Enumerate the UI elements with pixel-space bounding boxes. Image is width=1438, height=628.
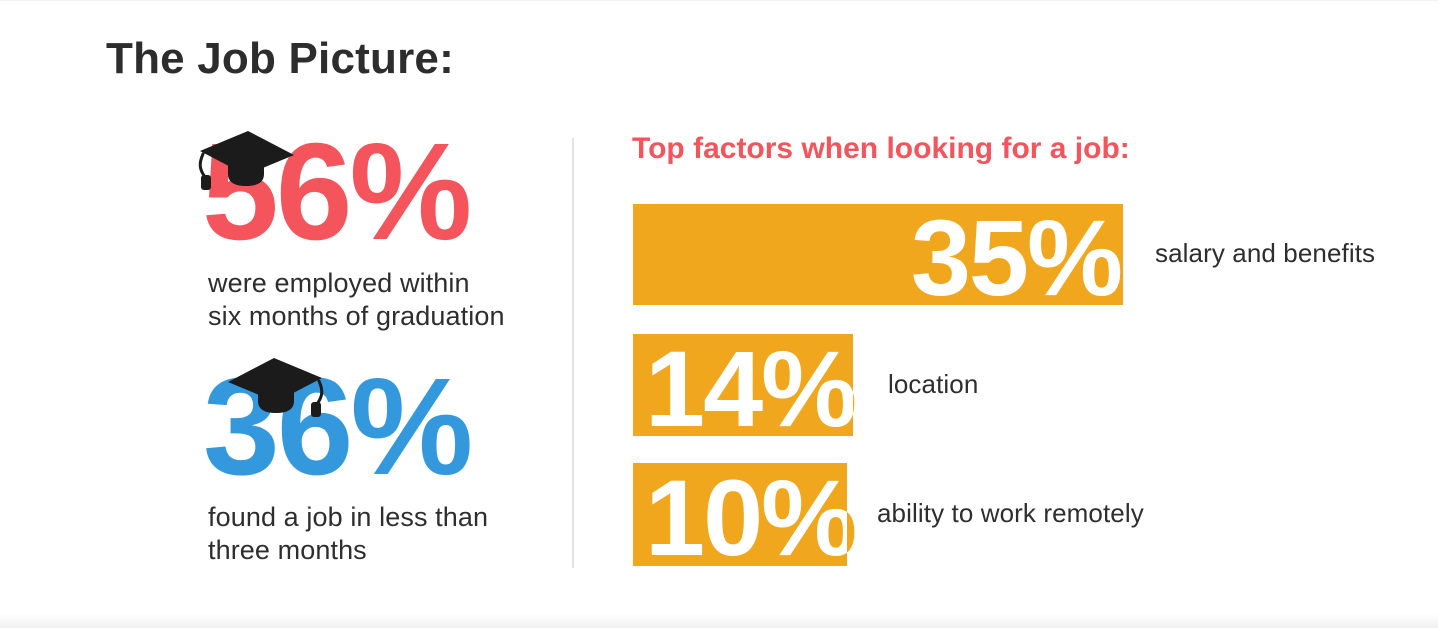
stat-caption-line: six months of graduation — [208, 301, 505, 332]
bar-fill — [633, 204, 1123, 305]
bar-fill — [633, 334, 853, 436]
bar-clip: 35% — [633, 204, 1123, 305]
bar-fill — [633, 463, 847, 566]
graduation-cap-icon — [228, 358, 324, 417]
bottom-band — [0, 613, 1438, 628]
page-title: The Job Picture: — [106, 34, 454, 83]
chart-title: Top factors when looking for a job: — [632, 132, 1130, 165]
bar-clip: 14% — [633, 334, 853, 437]
bar-value: 10% — [645, 463, 847, 567]
stat-caption-36: found a job in less than three months — [208, 501, 488, 568]
vertical-divider — [572, 138, 574, 568]
bar-category-label: ability to work remotely — [877, 498, 1144, 528]
bar-location: 14% 14% — [633, 334, 857, 443]
stat-caption-line: found a job in less than — [208, 502, 489, 532]
bar-clip: 10% — [633, 463, 847, 567]
graduation-cap-icon — [198, 131, 294, 190]
bar-salary-and-benefits: 35% 35% — [633, 204, 1123, 312]
bar-ability-to-work-remotely: 10% 10% — [633, 463, 857, 572]
bar-category-label: location — [888, 369, 979, 399]
stat-caption-line: were employed within — [208, 268, 470, 298]
stat-caption-56: were employed within six months of gradu… — [208, 267, 505, 334]
bar-value: 35% — [910, 204, 1123, 305]
stat-caption-line: three months — [208, 535, 367, 566]
bar-category-label: salary and benefits — [1155, 238, 1376, 268]
bar-value: 14% — [645, 334, 853, 437]
